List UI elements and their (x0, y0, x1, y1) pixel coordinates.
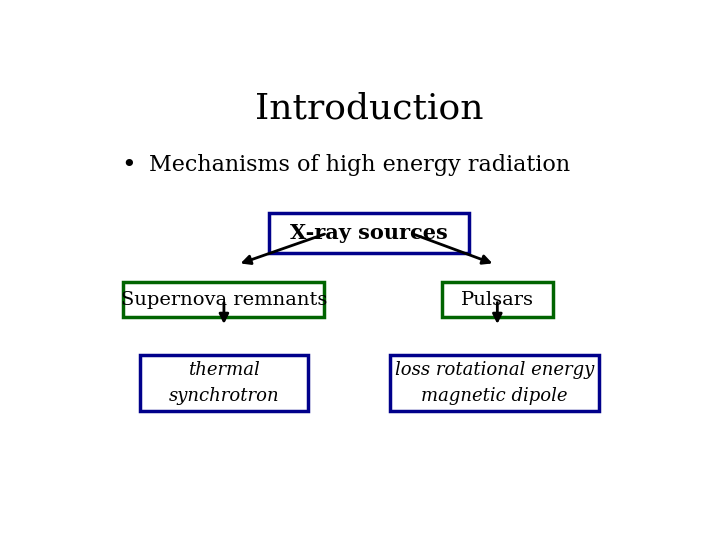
FancyBboxPatch shape (140, 355, 307, 411)
Text: thermal
synchrotron: thermal synchrotron (168, 361, 279, 405)
Text: Supernova remnants: Supernova remnants (121, 291, 327, 309)
Text: •: • (122, 153, 136, 177)
Text: Introduction: Introduction (255, 91, 483, 125)
FancyBboxPatch shape (269, 213, 469, 253)
Text: Mechanisms of high energy radiation: Mechanisms of high energy radiation (148, 153, 570, 176)
FancyBboxPatch shape (124, 282, 324, 318)
FancyBboxPatch shape (390, 355, 599, 411)
FancyBboxPatch shape (441, 282, 553, 318)
Text: loss rotational energy
magnetic dipole: loss rotational energy magnetic dipole (395, 361, 594, 405)
Text: Pulsars: Pulsars (461, 291, 534, 309)
Text: X-ray sources: X-ray sources (290, 223, 448, 243)
